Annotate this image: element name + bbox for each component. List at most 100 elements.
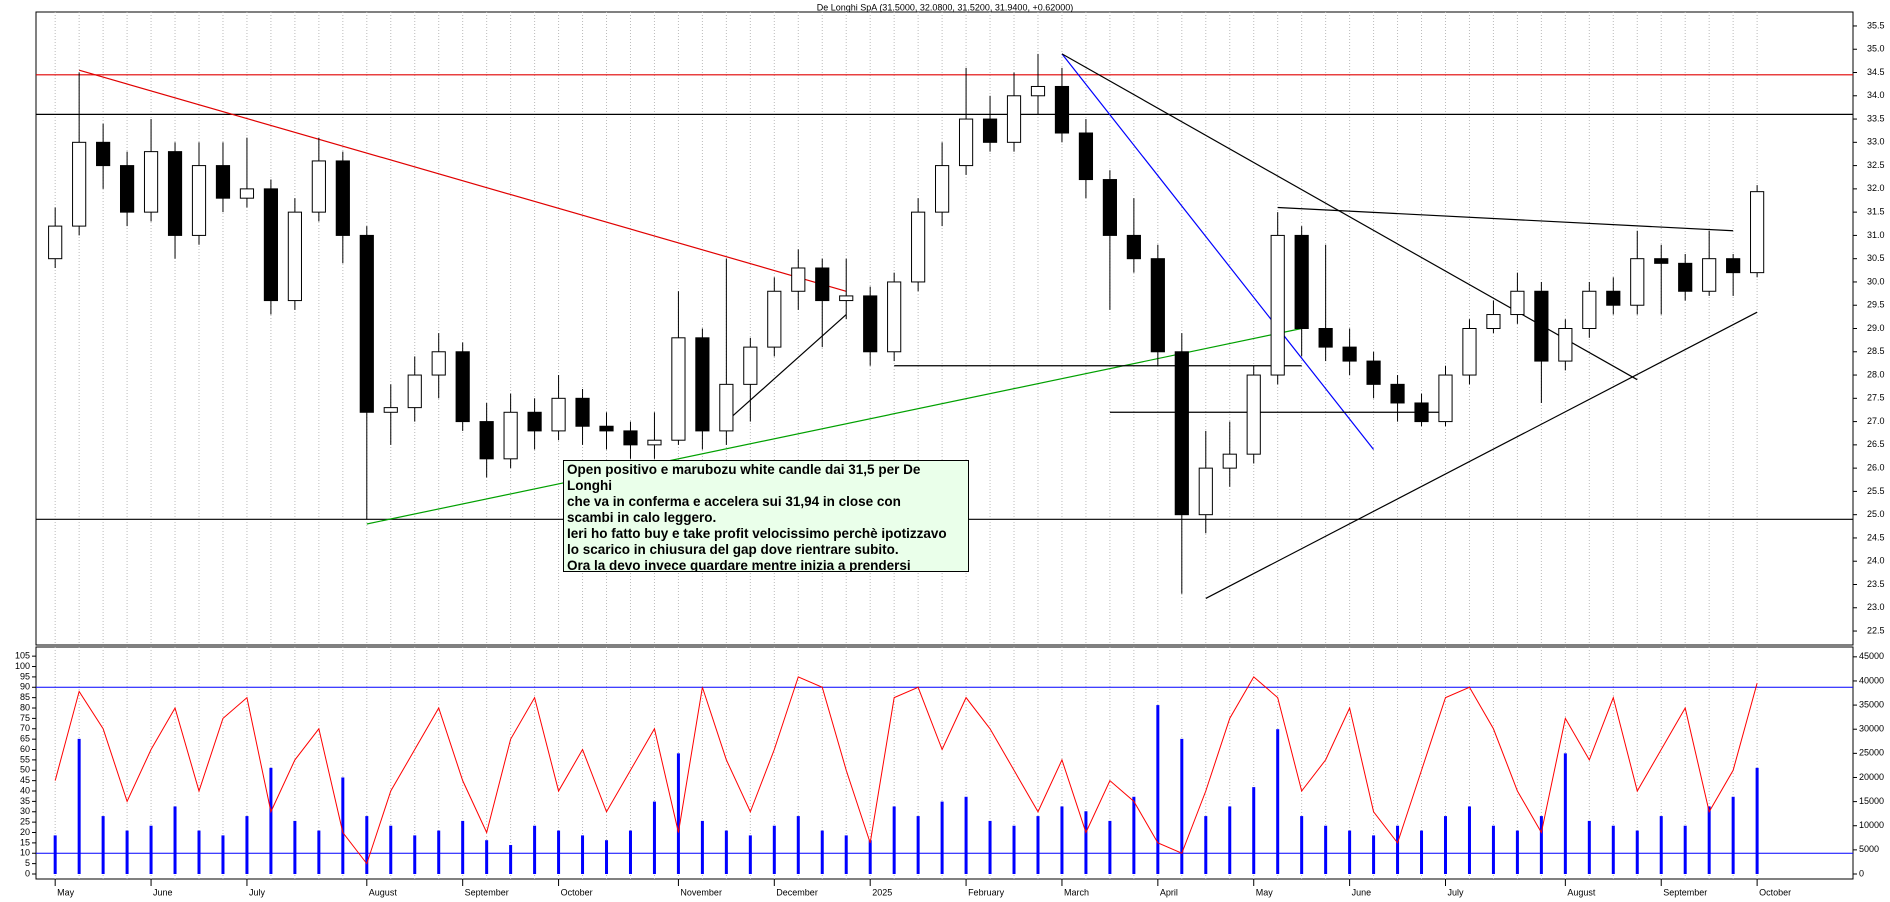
volume-bar	[437, 830, 441, 874]
candle-body	[1702, 258, 1717, 292]
osc-tick-label: 10	[20, 848, 30, 858]
volume-tick-label: 35000	[1859, 699, 1884, 709]
candle-body	[1030, 85, 1046, 97]
candle-body	[119, 165, 135, 213]
annotation-line: Ora la devo invece guardare mentre inizi…	[567, 558, 911, 572]
x-tick-label: June	[153, 887, 173, 897]
volume-bar	[1443, 816, 1447, 874]
y-tick-label: 34.5	[1867, 67, 1885, 77]
candle-body	[1678, 262, 1693, 292]
candle-body	[239, 188, 255, 199]
oscillator-line	[54, 676, 1758, 865]
volume-bar	[1180, 738, 1184, 874]
volume-bar	[1491, 825, 1495, 874]
volume-bar	[389, 825, 393, 874]
osc-tick-label: 75	[20, 713, 30, 723]
volume-bar	[1659, 816, 1663, 874]
volume-bar	[844, 835, 848, 874]
candle-body	[863, 295, 878, 353]
y-tick-label: 23.0	[1867, 602, 1885, 612]
volume-tick-label: 20000	[1859, 772, 1884, 782]
candle-body	[1150, 258, 1165, 353]
volume-bar	[1324, 825, 1328, 874]
chart-title: De Longhi SpA (31.5000, 32.0800, 31.5200…	[817, 2, 1073, 12]
candle-body	[335, 160, 350, 236]
x-tick-label: March	[1064, 887, 1089, 897]
volume-bar	[772, 825, 776, 874]
trend-line	[1205, 311, 1758, 599]
volume-bar	[1228, 806, 1232, 874]
y-tick-label: 27.0	[1867, 416, 1885, 426]
candle-body	[1198, 467, 1213, 516]
x-tick-label: August	[1567, 887, 1596, 897]
x-tick-label: November	[680, 887, 722, 897]
trend-line	[725, 314, 847, 423]
x-tick-label: December	[776, 887, 818, 897]
candle-body	[1750, 191, 1765, 274]
osc-tick-label: 65	[20, 734, 30, 744]
candle-body	[1414, 402, 1429, 423]
volume-bar	[125, 830, 129, 874]
x-tick-label: February	[968, 887, 1005, 897]
candle-body	[1078, 132, 1094, 181]
candle-body	[48, 225, 63, 260]
osc-tick-label: 100	[15, 661, 30, 671]
y-tick-label: 30.0	[1867, 276, 1885, 286]
y-tick-label: 26.0	[1867, 463, 1885, 473]
candle-body	[911, 211, 926, 283]
candle-body	[623, 430, 638, 446]
candle-body	[1126, 234, 1141, 260]
oscillator-panel	[35, 646, 1854, 880]
osc-tick-label: 15	[20, 837, 30, 847]
y-tick-label: 29.5	[1867, 300, 1885, 310]
osc-tick-label: 90	[20, 682, 30, 692]
annotation-box: Open positivo e marubozu white candle da…	[563, 460, 969, 572]
volume-tick-label: 0	[1859, 868, 1864, 878]
y-tick-label: 26.5	[1867, 439, 1885, 449]
volume-bar	[293, 820, 297, 874]
annotation-line: lo scarico in chiusura del gap dove rien…	[567, 542, 899, 557]
x-tick-label: July	[249, 887, 266, 897]
x-tick-label: June	[1352, 887, 1372, 897]
candle-body	[143, 151, 159, 213]
volume-bar	[1252, 787, 1256, 874]
volume-bar	[1156, 705, 1160, 874]
candle-body	[1246, 374, 1261, 455]
volume-bar	[221, 835, 225, 874]
candle-body	[1630, 258, 1645, 306]
candle-body	[1270, 234, 1285, 376]
y-tick-label: 28.5	[1867, 346, 1885, 356]
volume-bar	[173, 806, 177, 874]
candle-body	[1390, 383, 1405, 404]
volume-bar	[53, 835, 57, 874]
y-tick-label: 29.0	[1867, 323, 1885, 333]
candle-body	[647, 439, 662, 446]
osc-tick-label: 45	[20, 775, 30, 785]
candle-body	[1582, 290, 1597, 330]
candle-body	[1486, 314, 1501, 330]
candle-body	[1342, 346, 1357, 362]
volume-tick-label: 40000	[1859, 675, 1884, 685]
annotation-line: Ieri ho fatto buy e take profit velociss…	[567, 526, 947, 541]
volume-tick-label: 15000	[1859, 796, 1884, 806]
y-tick-label: 25.5	[1867, 486, 1885, 496]
volume-bar	[1060, 806, 1064, 874]
osc-tick-label: 40	[20, 785, 30, 795]
x-tick-label: May	[57, 887, 75, 897]
candle-body	[503, 411, 518, 460]
volume-bar	[1683, 825, 1687, 874]
volume-bar	[1300, 816, 1304, 874]
volume-bar	[1731, 796, 1735, 874]
volume-bar	[1611, 825, 1615, 874]
osc-tick-label: 20	[20, 827, 30, 837]
candle-body	[263, 188, 279, 302]
volume-tick-label: 30000	[1859, 724, 1884, 734]
candle-body	[1438, 374, 1453, 423]
volume-bar	[1204, 816, 1208, 874]
volume-bar	[605, 840, 609, 874]
x-tick-label: October	[561, 887, 593, 897]
x-tick-label: 2025	[872, 887, 892, 897]
volume-bar	[341, 777, 345, 874]
trend-line	[1061, 53, 1375, 450]
